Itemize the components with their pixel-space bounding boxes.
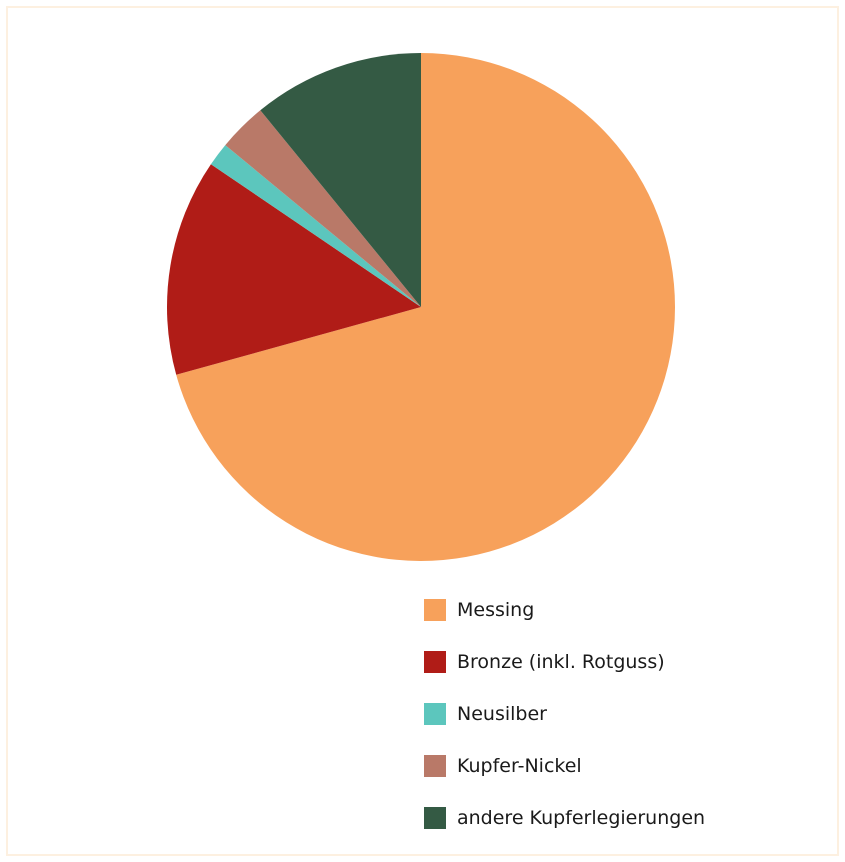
pie-slice [225,110,421,307]
legend: Messing Bronze (inkl. Rotguss) Neusilber… [424,597,705,857]
legend-label: Messing [457,599,535,621]
legend-label: Neusilber [457,703,547,725]
pie-slice [176,53,675,561]
legend-item: Messing [424,597,705,623]
legend-label: Bronze (inkl. Rotguss) [457,651,665,673]
legend-swatch [424,599,446,621]
legend-label: Kupfer-Nickel [457,755,582,777]
legend-item: Kupfer-Nickel [424,753,705,779]
legend-swatch [424,651,446,673]
legend-item: Bronze (inkl. Rotguss) [424,649,705,675]
legend-swatch [424,703,446,725]
legend-swatch [424,807,446,829]
pie-slice [260,53,421,307]
legend-item: Neusilber [424,701,705,727]
legend-item: andere Kupferlegierungen [424,805,705,831]
legend-swatch [424,755,446,777]
pie-slice [210,145,421,307]
legend-label: andere Kupferlegierungen [457,807,706,829]
pie-slice [166,164,421,375]
